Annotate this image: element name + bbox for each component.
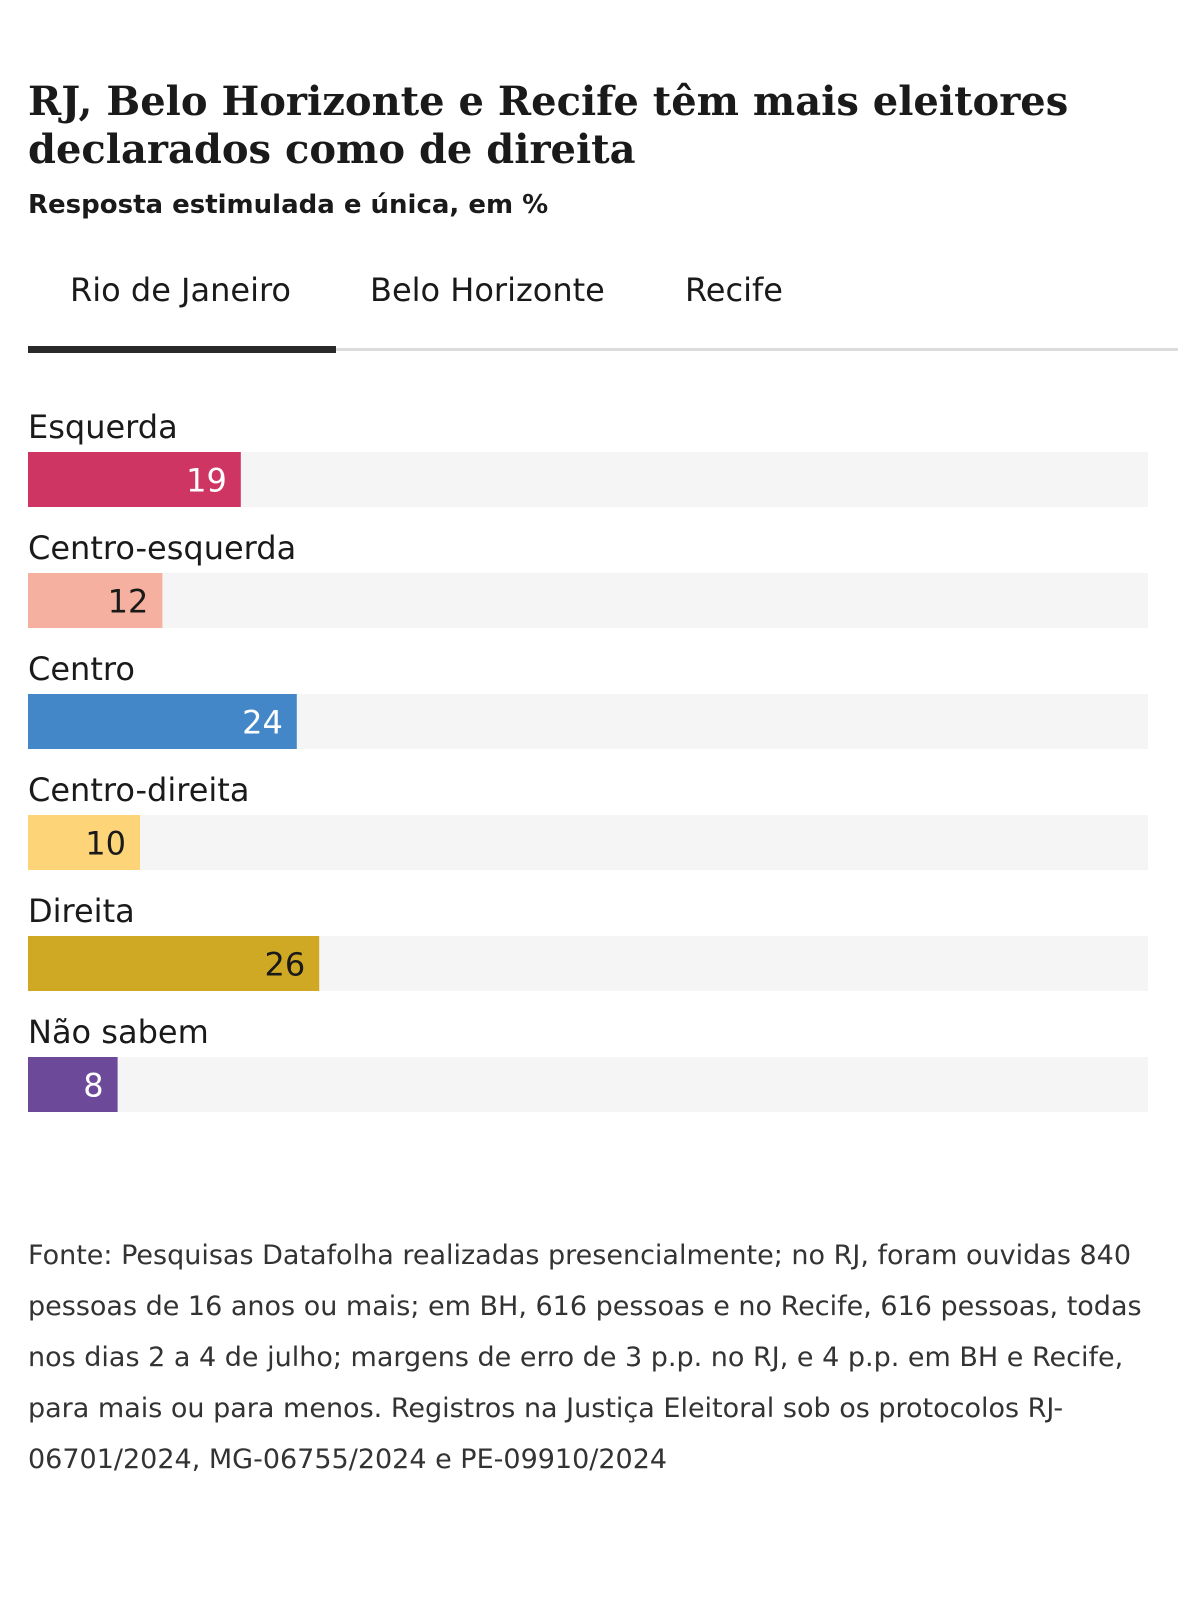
tab-baseline xyxy=(28,348,1178,351)
bar xyxy=(28,573,163,628)
chart-subtitle: Resposta estimulada e única, em % xyxy=(28,190,549,220)
value-label: 8 xyxy=(83,1067,103,1105)
bar-row: Direita 26 xyxy=(28,892,1148,991)
category-label: Não sabem xyxy=(28,1013,209,1051)
category-label: Centro-direita xyxy=(28,771,249,809)
source-note: Fonte: Pesquisas Datafolha realizadas pr… xyxy=(28,1240,1142,1475)
bar xyxy=(28,452,241,507)
value-label: 24 xyxy=(242,704,283,742)
category-label: Centro xyxy=(28,650,135,688)
tab-recife[interactable]: Recife xyxy=(685,271,783,309)
active-tab-indicator xyxy=(28,346,336,353)
bar xyxy=(28,936,320,991)
value-label: 26 xyxy=(264,946,305,984)
bar-row: Centro-esquerda 12 xyxy=(28,529,1148,628)
tab-belo-horizonte[interactable]: Belo Horizonte xyxy=(370,271,605,309)
bar xyxy=(28,694,297,749)
value-label: 19 xyxy=(186,462,227,500)
region-tabs: Rio de Janeiro Belo Horizonte Recife xyxy=(28,262,1178,353)
tab-rio-de-janeiro[interactable]: Rio de Janeiro xyxy=(70,271,291,309)
category-label: Direita xyxy=(28,892,135,930)
bar-track xyxy=(28,815,1148,870)
bar-track xyxy=(28,1057,1148,1112)
bar-row: Centro 24 xyxy=(28,650,1148,749)
chart-title: RJ, Belo Horizonte e Recife têm mais ele… xyxy=(28,78,1069,173)
category-label: Esquerda xyxy=(28,408,178,446)
bar-chart: Esquerda19Centro-esquerda12Centro24Centr… xyxy=(28,408,1148,1112)
bar-track xyxy=(28,573,1148,628)
bar xyxy=(28,1057,118,1112)
bar-row: Não sabem 8 xyxy=(28,1013,1148,1112)
value-label: 12 xyxy=(108,583,149,621)
category-label: Centro-esquerda xyxy=(28,529,296,567)
value-label: 10 xyxy=(85,825,126,863)
bar xyxy=(28,815,140,870)
bar-row: Centro-direita 10 xyxy=(28,771,1148,870)
